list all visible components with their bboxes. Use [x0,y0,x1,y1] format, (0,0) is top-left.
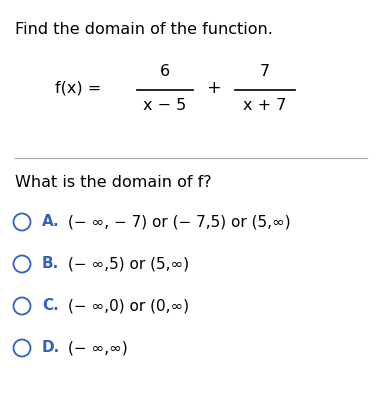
Text: (− ∞,5) or (5,∞): (− ∞,5) or (5,∞) [68,257,189,272]
Text: (− ∞,∞): (− ∞,∞) [68,341,128,355]
Text: f(x) =: f(x) = [55,81,101,95]
Text: 7: 7 [260,64,270,79]
Text: x − 5: x − 5 [143,99,187,114]
Text: +: + [206,79,220,97]
Text: 6: 6 [160,64,170,79]
Text: What is the domain of f?: What is the domain of f? [15,175,212,190]
Text: D.: D. [42,341,60,355]
Text: (− ∞,0) or (0,∞): (− ∞,0) or (0,∞) [68,298,189,314]
Text: C.: C. [42,298,59,314]
Text: (− ∞, − 7) or (− 7,5) or (5,∞): (− ∞, − 7) or (− 7,5) or (5,∞) [68,214,291,229]
Text: B.: B. [42,257,59,272]
Text: A.: A. [42,214,60,229]
Text: Find the domain of the function.: Find the domain of the function. [15,22,273,37]
Text: x + 7: x + 7 [243,99,286,114]
